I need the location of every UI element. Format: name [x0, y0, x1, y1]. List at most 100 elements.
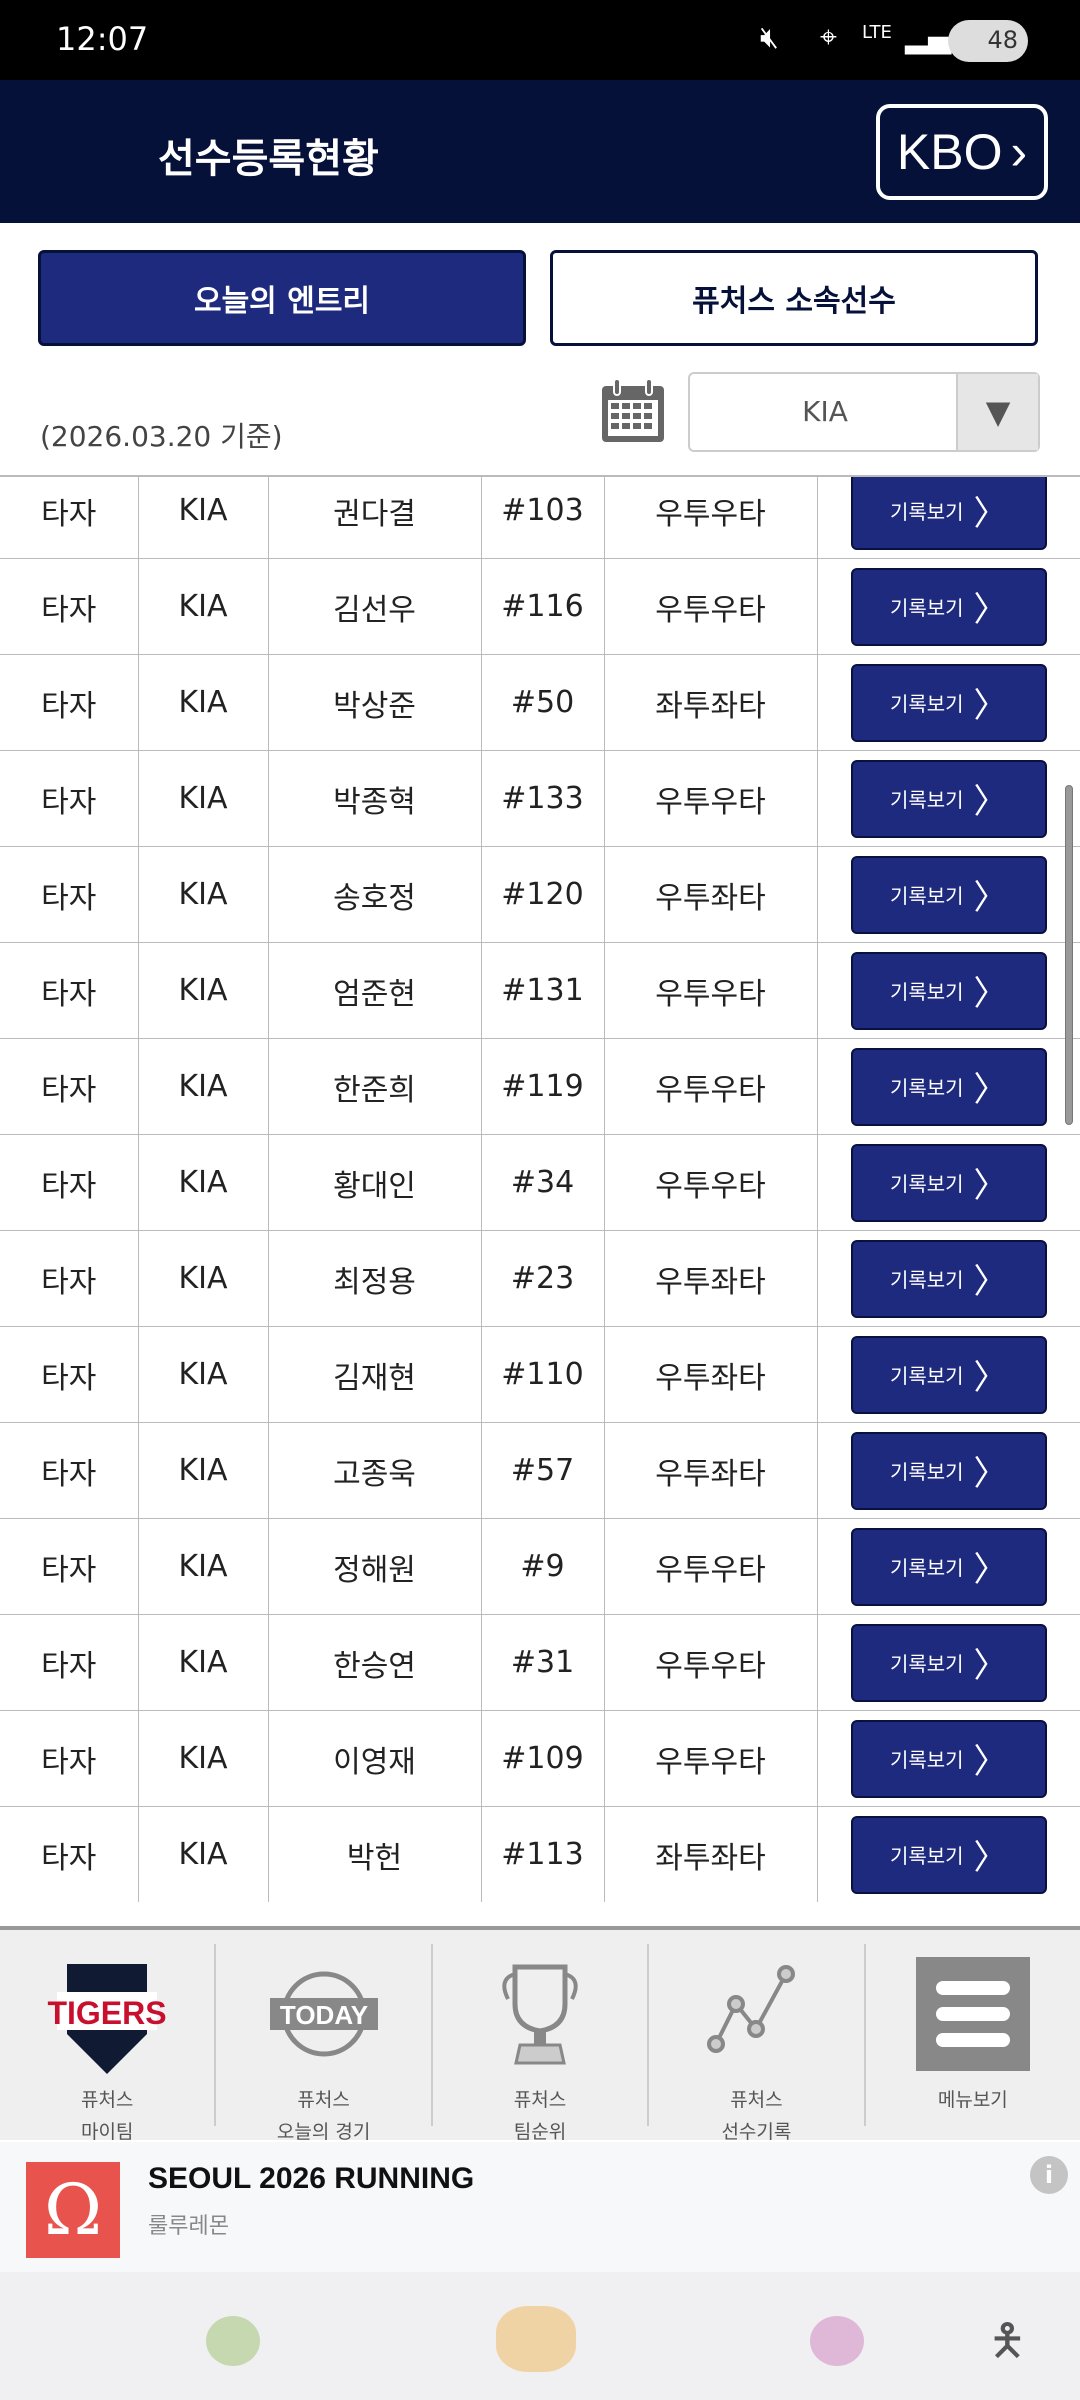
player-name-cell: 박상준 [267, 654, 482, 751]
view-record-button[interactable]: 기록보기 〉 [850, 855, 1047, 934]
nav-label: 오늘의 경기 [276, 2121, 371, 2143]
jersey-number-cell: #23 [480, 1230, 605, 1327]
view-record-button[interactable]: 기록보기 〉 [850, 1431, 1047, 1510]
page-title: 선수등록현황 [158, 136, 379, 182]
throw-bat-cell: 우투좌타 [603, 1326, 818, 1423]
view-record-button[interactable]: 기록보기 〉 [850, 477, 1047, 550]
view-record-button[interactable]: 기록보기 〉 [850, 1239, 1047, 1318]
nav-team-rank[interactable]: 퓨처스 팀순위 [433, 1944, 650, 2143]
chevron-right-icon: 〉 [973, 1070, 1008, 1110]
record-cell: 기록보기 〉 [816, 1326, 1080, 1423]
player-name-cell: 최정용 [267, 1230, 482, 1327]
location-icon: ⌖ [820, 20, 837, 55]
calendar-icon[interactable] [600, 378, 666, 444]
jersey-number-cell: #50 [480, 654, 605, 751]
view-record-button[interactable]: 기록보기 〉 [850, 567, 1047, 646]
app-header: 선수등록현황 KBO › [0, 80, 1080, 223]
record-cell: 기록보기 〉 [816, 1518, 1080, 1615]
date-label: (2026.03.20 기준) [40, 420, 283, 453]
table-row: 타자 KIA 고종욱 #57 우투좌타 기록보기 〉 [0, 1422, 1080, 1519]
nav-label: 퓨처스 [513, 2089, 567, 2111]
trophy-icon [502, 1964, 578, 2065]
ad-banner[interactable]: Ω SEOUL 2026 RUNNING 룰루레몬 i [0, 2142, 1080, 2272]
bear-home-icon[interactable] [496, 2306, 576, 2372]
view-record-label: 기록보기 [889, 1364, 964, 1388]
pink-bean-icon[interactable] [810, 2316, 864, 2366]
chevron-right-icon: 〉 [973, 686, 1008, 726]
view-record-label: 기록보기 [889, 980, 964, 1004]
jersey-number-cell: #110 [480, 1326, 605, 1423]
position-cell: 타자 [0, 1134, 139, 1231]
chevron-right-icon: 〉 [973, 1454, 1008, 1494]
signal-icon: ▂▄ [905, 20, 952, 55]
chevron-right-icon: 〉 [973, 494, 1008, 534]
table-row: 타자 KIA 정해원 #9 우투우타 기록보기 〉 [0, 1518, 1080, 1615]
team-select[interactable]: KIA ▼ [688, 372, 1040, 452]
table-row: 타자 KIA 박상준 #50 좌투좌타 기록보기 〉 [0, 654, 1080, 751]
dropdown-arrow-icon[interactable]: ▼ [956, 374, 1038, 450]
system-nav-bar: 🯅 [0, 2272, 1080, 2400]
battery-indicator: 48 [948, 20, 1028, 62]
player-table: 타자 KIA 권다결 #103 우투우타 기록보기 〉 타자 KIA 김선우 #116 우투우타 기록보… [0, 475, 1080, 1902]
throw-bat-cell: 좌투좌타 [603, 654, 818, 751]
view-record-label: 기록보기 [889, 1748, 964, 1772]
view-record-button[interactable]: 기록보기 〉 [850, 1047, 1047, 1126]
record-cell: 기록보기 〉 [816, 1134, 1080, 1231]
record-cell: 기록보기 〉 [816, 558, 1080, 655]
player-name-cell: 박헌 [267, 1806, 482, 1902]
view-record-label: 기록보기 [889, 1268, 964, 1292]
info-icon[interactable]: i [1030, 2156, 1068, 2194]
jersey-number-cell: #9 [480, 1518, 605, 1615]
view-record-button[interactable]: 기록보기 〉 [850, 1623, 1047, 1702]
throw-bat-cell: 우투우타 [603, 1518, 818, 1615]
view-record-button[interactable]: 기록보기 〉 [850, 1815, 1047, 1894]
table-row: 타자 KIA 한승연 #31 우투우타 기록보기 〉 [0, 1614, 1080, 1711]
view-record-label: 기록보기 [889, 1556, 964, 1580]
nav-menu[interactable]: 메뉴보기 [866, 1944, 1080, 2126]
chevron-right-icon: 〉 [973, 878, 1008, 918]
record-cell: 기록보기 〉 [816, 750, 1080, 847]
team-select-value: KIA [802, 395, 848, 428]
view-record-button[interactable]: 기록보기 〉 [850, 663, 1047, 742]
accessibility-icon[interactable]: 🯅 [988, 2315, 1027, 2366]
throw-bat-cell: 우투좌타 [603, 846, 818, 943]
nav-player-stats[interactable]: 퓨처스 선수기록 [649, 1944, 866, 2143]
position-cell: 타자 [0, 1806, 139, 1902]
scrollbar[interactable] [1065, 785, 1073, 1125]
table-row: 타자 KIA 이영재 #109 우투우타 기록보기 〉 [0, 1710, 1080, 1807]
ad-advertiser: 룰루레몬 [148, 2214, 229, 2239]
tab-futures-roster[interactable]: 퓨처스 소속선수 [550, 250, 1038, 346]
view-record-button[interactable]: 기록보기 〉 [850, 951, 1047, 1030]
view-record-button[interactable]: 기록보기 〉 [850, 1719, 1047, 1798]
view-record-button[interactable]: 기록보기 〉 [850, 1335, 1047, 1414]
position-cell: 타자 [0, 1230, 139, 1327]
view-record-label: 기록보기 [889, 1652, 964, 1676]
bottom-nav: TIGERS 퓨처스 마이팀 TODAY 퓨처스 오늘의 경기 퓨처스 팀순위 퓨처스… [0, 1926, 1080, 2143]
view-record-label: 기록보기 [889, 692, 964, 716]
green-bean-icon[interactable] [206, 2316, 260, 2366]
nav-my-team[interactable]: TIGERS 퓨처스 마이팀 [0, 1944, 217, 2143]
throw-bat-cell: 우투좌타 [603, 1422, 818, 1519]
mute-icon: 🔇︎ [760, 20, 779, 55]
kbo-button[interactable]: KBO › [876, 104, 1048, 200]
player-name-cell: 김재현 [267, 1326, 482, 1423]
jersey-number-cell: #119 [480, 1038, 605, 1135]
nav-today-game[interactable]: TODAY 퓨처스 오늘의 경기 [216, 1944, 433, 2143]
table-row: 타자 KIA 박종혁 #133 우투우타 기록보기 〉 [0, 750, 1080, 847]
table-row: 타자 KIA 권다결 #103 우투우타 기록보기 〉 [0, 477, 1080, 559]
view-record-label: 기록보기 [889, 884, 964, 908]
view-record-button[interactable]: 기록보기 〉 [850, 759, 1047, 838]
view-record-button[interactable]: 기록보기 〉 [850, 1143, 1047, 1222]
record-cell: 기록보기 〉 [816, 654, 1080, 751]
line-chart-icon [707, 1965, 796, 2053]
record-cell: 기록보기 〉 [816, 1422, 1080, 1519]
nav-label: 마이팀 [80, 2121, 134, 2143]
table-row: 타자 KIA 엄준현 #131 우투우타 기록보기 〉 [0, 942, 1080, 1039]
view-record-button[interactable]: 기록보기 〉 [850, 1527, 1047, 1606]
view-record-label: 기록보기 [889, 1844, 964, 1868]
throw-bat-cell: 우투우타 [603, 942, 818, 1039]
record-cell: 기록보기 〉 [816, 846, 1080, 943]
table-row: 타자 KIA 최정용 #23 우투좌타 기록보기 〉 [0, 1230, 1080, 1327]
tab-today-entry[interactable]: 오늘의 엔트리 [38, 250, 526, 346]
jersey-number-cell: #133 [480, 750, 605, 847]
